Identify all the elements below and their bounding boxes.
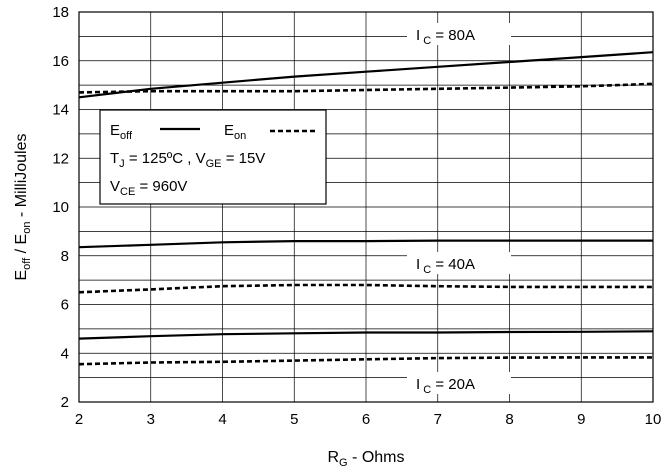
legend: Eoff Eon TJ = 125ºC , VGE = 15V VCE = 96… [99,109,327,205]
legend-conditions-line-2: VCE = 960V [110,178,187,198]
y-tick-label: 6 [61,297,69,314]
x-tick-label: 3 [147,411,155,428]
y-tick-label: 14 [52,102,69,119]
annotation-ic-20a: I C = 20A [407,372,511,396]
y-tick-label: 12 [52,150,69,167]
y-axis-title: Eoff / Eon - MilliJoules [13,134,33,281]
y-tick-label: 2 [61,394,69,411]
legend-box [99,109,327,205]
y-tick-label: 16 [52,53,69,70]
y-tick-label: 10 [52,199,69,216]
x-tick-label: 8 [505,411,513,428]
series-line-40a-eoff [78,239,653,249]
y-tick-label: 4 [61,345,69,362]
x-tick-label: 6 [362,411,370,428]
y-tick-label: 18 [52,4,69,21]
legend-eoff-label: Eoff [110,122,133,142]
legend-conditions-line-1: TJ = 125ºC , VGE = 15V [110,150,265,170]
x-axis-title: RG - Ohms [327,449,404,469]
svg-text:I C = 80A: I C = 80A [416,27,475,47]
x-tick-label: 2 [75,411,83,428]
plot-frame [78,11,654,403]
series-line-80a-eoff [78,51,654,99]
annotations: I C = 80A I C = 40A I C = 20A [407,23,511,396]
y-tick-label: 8 [61,248,69,265]
svg-text:I C = 40A: I C = 40A [416,256,475,276]
legend-eon-label: Eon [224,122,246,142]
tick-labels: 2 3 4 5 6 7 8 9 10 2 4 6 8 10 12 14 16 18 [52,4,661,428]
series-lines [78,51,654,366]
svg-text:I C = 20A: I C = 20A [416,376,475,396]
annotation-ic-40a: I C = 40A [407,252,511,276]
annotation-ic-80a: I C = 80A [407,23,511,47]
x-tick-label: 9 [577,411,585,428]
x-tick-label: 7 [434,411,442,428]
x-tick-label: 10 [645,411,662,428]
x-tick-label: 5 [290,411,298,428]
x-tick-label: 4 [218,411,226,428]
series-line-20a-eoff [78,330,654,340]
